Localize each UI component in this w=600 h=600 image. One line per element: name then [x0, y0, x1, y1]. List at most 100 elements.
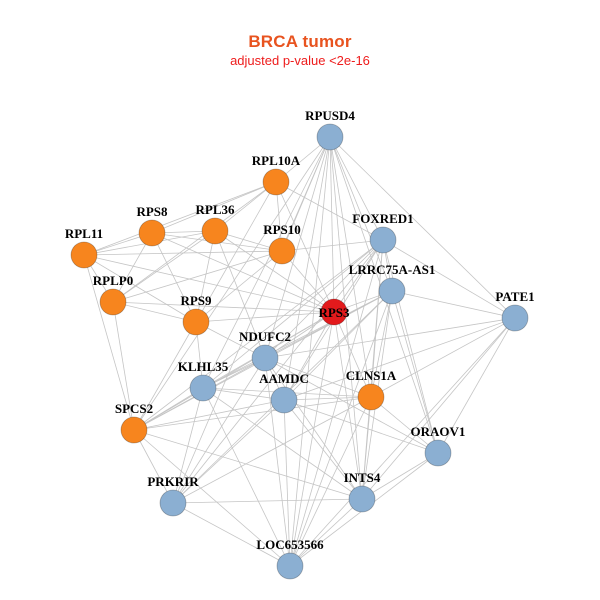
edge-FOXRED1-KLHL35 [202, 239, 384, 389]
edge-PATE1-AAMDC [283, 317, 516, 401]
edge-RPL36-NDUFC2 [214, 230, 266, 359]
node-label-RPS3: RPS3 [318, 305, 350, 320]
edge-PRKRIR-INTS4 [172, 498, 363, 504]
edge-RPS3-RPUSD4 [329, 136, 335, 313]
edge-FOXRED1-PATE1 [382, 239, 516, 319]
node-AAMDC [270, 386, 298, 414]
plot-subtitle: adjusted p-value <2e-16 [230, 53, 370, 68]
edge-FOXRED1-LOC653566 [289, 239, 384, 567]
node-label-INTS4: INTS4 [344, 470, 381, 485]
node-RPS3 [320, 298, 348, 326]
edge-KLHL35-PRKRIR [172, 387, 204, 504]
edge-RPS3-NDUFC2 [264, 311, 335, 359]
node-RPL10A [262, 168, 290, 196]
node-label-RPL10A: RPL10A [252, 153, 301, 168]
edge-RPS3-SPCS2 [133, 311, 335, 431]
node-label-RPS9: RPS9 [180, 293, 212, 308]
edge-RPL36-RPS3 [214, 230, 335, 313]
node-label-AAMDC: AAMDC [259, 371, 309, 386]
edge-NDUFC2-CLNS1A [264, 357, 372, 398]
edge-RPS3-AAMDC [283, 311, 335, 401]
node-SPCS2 [120, 416, 148, 444]
node-label-RPS10: RPS10 [263, 222, 301, 237]
edge-NDUFC2-LOC653566 [264, 357, 291, 567]
edge-RPL36-RPS9 [195, 230, 216, 323]
edge-CLNS1A-INTS4 [361, 396, 372, 500]
edge-RPS3-FOXRED1 [333, 239, 384, 313]
node-RPL36 [201, 217, 229, 245]
node-label-PATE1: PATE1 [495, 289, 534, 304]
node-NDUFC2 [251, 344, 279, 372]
edge-RPS10-RPUSD4 [281, 136, 331, 252]
edge-INTS4-LOC653566 [289, 498, 363, 567]
edge-RPL10A-RPL36 [214, 181, 277, 232]
node-RPS9 [182, 308, 210, 336]
node-LOC653566 [276, 552, 304, 580]
edge-FOXRED1-PRKRIR [172, 239, 384, 504]
edge-RPUSD4-LOC653566 [289, 136, 331, 567]
node-label-NDUFC2: NDUFC2 [239, 329, 291, 344]
edge-AAMDC-PRKRIR [172, 399, 285, 504]
node-RPS10 [268, 237, 296, 265]
node-INTS4 [348, 485, 376, 513]
edge-LRRC75A-AS1-CLNS1A [370, 290, 393, 398]
labels-layer: RPUSD4 RPL10A RPS8 RPL36 RPS10 FOXRED1 RPL11 RP… [65, 108, 535, 552]
edge-RPS10-RPS3 [281, 250, 335, 313]
edge-PATE1-NDUFC2 [264, 317, 516, 359]
edge-RPUSD4-INTS4 [329, 136, 363, 500]
edge-FOXRED1-ORAOV1 [382, 239, 439, 454]
edge-CLNS1A-PRKRIR [172, 396, 372, 504]
edge-AAMDC-SPCS2 [133, 399, 285, 431]
edge-SPCS2-INTS4 [133, 429, 363, 500]
edge-AAMDC-CLNS1A [283, 396, 372, 401]
edge-RPS3-INTS4 [333, 311, 363, 500]
node-RPS8 [138, 219, 166, 247]
edge-KLHL35-INTS4 [202, 387, 363, 500]
edge-PATE1-ORAOV1 [437, 317, 516, 454]
node-label-RPUSD4: RPUSD4 [305, 108, 355, 123]
edge-CLNS1A-LOC653566 [289, 396, 372, 567]
edge-RPS3-CLNS1A [333, 311, 372, 398]
node-label-KLHL35: KLHL35 [178, 359, 229, 374]
edge-PATE1-CLNS1A [370, 317, 516, 398]
edge-SPCS2-LOC653566 [133, 429, 291, 567]
edge-LRRC75A-AS1-KLHL35 [202, 290, 393, 389]
edge-CLNS1A-ORAOV1 [370, 396, 439, 454]
edge-FOXRED1-SPCS2 [133, 239, 384, 431]
edge-KLHL35-AAMDC [202, 387, 285, 401]
node-LRRC75A-AS1 [378, 277, 406, 305]
node-RPUSD4 [316, 123, 344, 151]
edge-RPS9-SPCS2 [133, 321, 197, 431]
edge-LRRC75A-AS1-AAMDC [283, 290, 393, 401]
node-label-RPLP0: RPLP0 [93, 273, 133, 288]
node-RPLP0 [99, 288, 127, 316]
edge-RPS3-LOC653566 [289, 311, 335, 567]
node-PRKRIR [159, 489, 187, 517]
node-KLHL35 [189, 374, 217, 402]
edge-NDUFC2-ORAOV1 [264, 357, 439, 454]
plot-title: BRCA tumor [248, 32, 352, 51]
edge-RPS8-RPS9 [151, 232, 197, 323]
node-label-LRRC75A-AS1: LRRC75A-AS1 [349, 262, 436, 277]
edge-AAMDC-LOC653566 [283, 399, 291, 567]
node-label-ORAOV1: ORAOV1 [411, 424, 466, 439]
edge-RPUSD4-SPCS2 [133, 136, 331, 431]
edge-RPS10-FOXRED1 [281, 239, 384, 252]
edge-RPUSD4-PRKRIR [172, 136, 331, 504]
edge-RPL10A-RPS8 [151, 181, 277, 234]
edge-KLHL35-LOC653566 [202, 387, 291, 567]
edge-RPS9-RPS3 [195, 311, 335, 323]
edge-RPL11-RPS9 [83, 254, 197, 323]
node-label-LOC653566: LOC653566 [256, 537, 324, 552]
node-FOXRED1 [369, 226, 397, 254]
node-label-PRKRIR: PRKRIR [147, 474, 199, 489]
node-label-CLNS1A: CLNS1A [346, 368, 397, 383]
edge-LRRC75A-AS1-ORAOV1 [391, 290, 439, 454]
edge-RPUSD4-LRRC75A-AS1 [329, 136, 393, 292]
node-RPL11 [70, 241, 98, 269]
edge-NDUFC2-PRKRIR [172, 357, 266, 504]
edge-RPL10A-FOXRED1 [275, 181, 384, 241]
edge-RPLP0-SPCS2 [112, 301, 135, 431]
edge-RPL11-RPS3 [83, 254, 335, 313]
